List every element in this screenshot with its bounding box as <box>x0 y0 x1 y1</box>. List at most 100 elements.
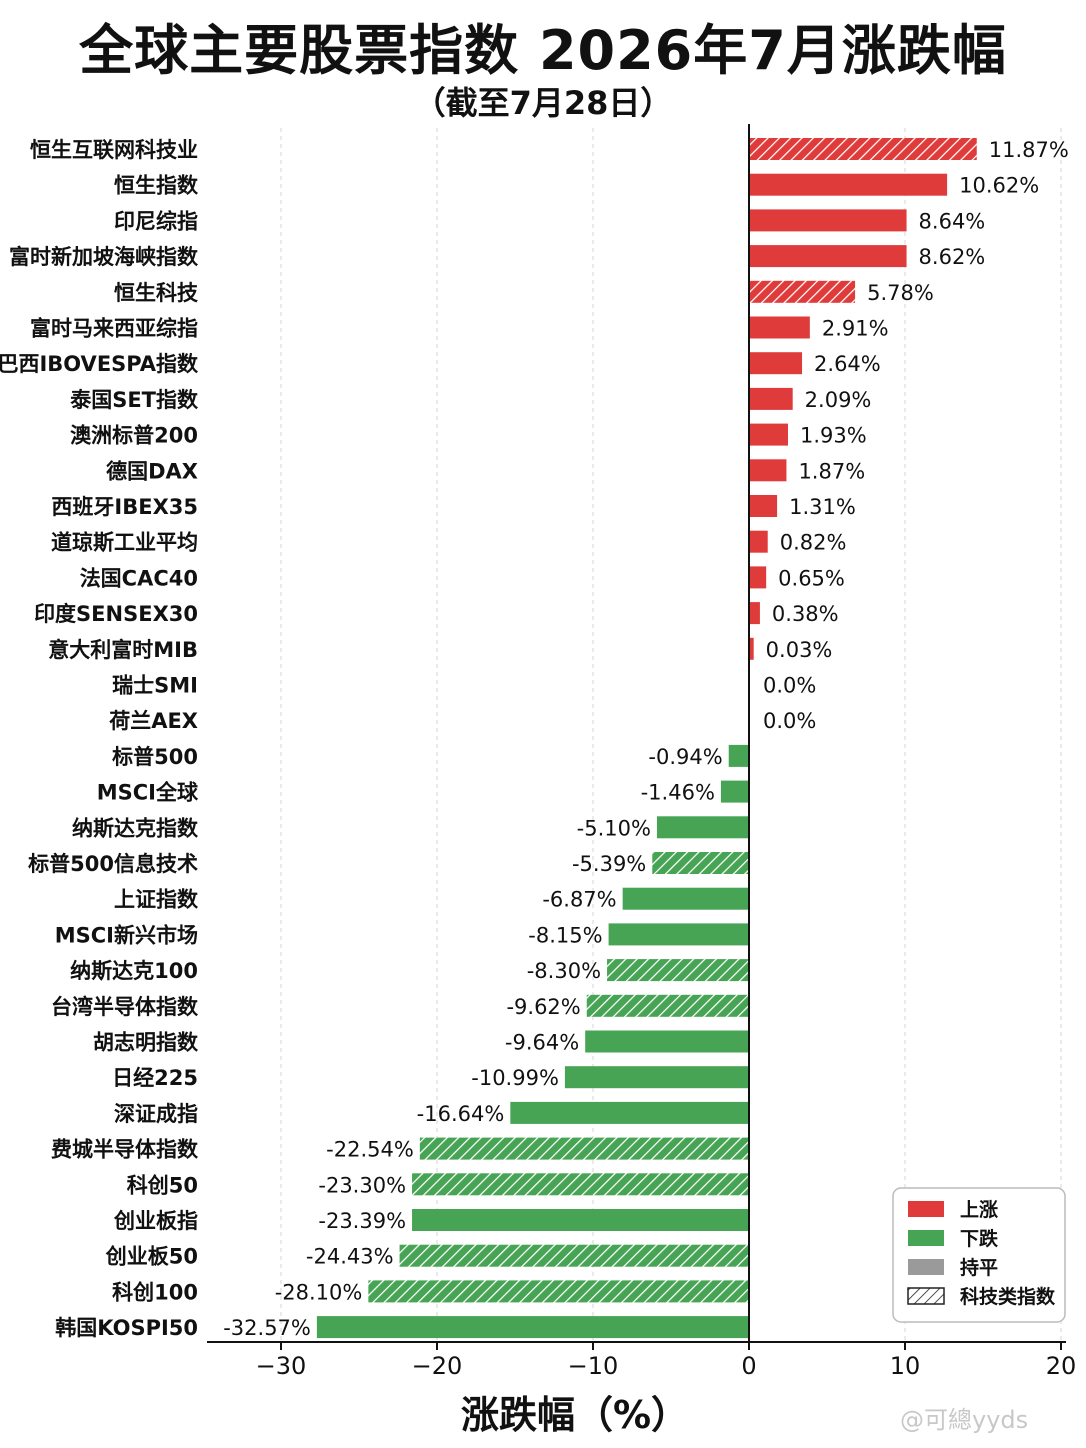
category-label: 澳洲标普200 <box>70 424 198 448</box>
value-label: -0.94% <box>648 745 722 769</box>
labels: 恒生互联网科技业 11.87% 恒生指数 10.62% 印尼综指 8.64% 富时新加坡海峡… <box>0 138 1069 1340</box>
category-label: 纳斯达克100 <box>70 959 198 983</box>
category-label: 德国DAX <box>106 459 198 483</box>
value-label: 0.0% <box>763 674 816 698</box>
category-label: 法国CAC40 <box>80 566 198 590</box>
value-label: 1.87% <box>798 459 865 483</box>
category-label: 科创50 <box>127 1173 198 1197</box>
value-label: 0.0% <box>763 709 816 733</box>
bar <box>510 1101 749 1124</box>
category-label: 费城半导体指数 <box>51 1138 199 1162</box>
bar <box>412 1209 749 1231</box>
bar <box>368 1280 749 1303</box>
x-tick-label: 0 <box>741 1352 756 1380</box>
bars <box>316 138 977 1339</box>
bar <box>652 852 749 874</box>
bar <box>749 138 977 160</box>
x-tick-label: −10 <box>568 1352 619 1380</box>
x-tick-label: 10 <box>890 1352 921 1380</box>
value-label: 1.93% <box>800 424 867 448</box>
value-label: -10.99% <box>471 1066 559 1090</box>
category-label: 印尼综指 <box>114 209 198 233</box>
category-label: 创业板指 <box>113 1209 198 1233</box>
bar <box>399 1244 749 1267</box>
value-label: 2.09% <box>805 388 872 412</box>
category-label: 上证指数 <box>114 888 199 912</box>
value-label: -9.62% <box>506 995 580 1019</box>
bar <box>749 173 948 196</box>
value-label: -8.30% <box>527 959 601 983</box>
x-axis-label: 涨跌幅（%） <box>461 1393 689 1437</box>
value-label: -9.64% <box>505 1031 579 1055</box>
category-label: 创业板50 <box>105 1245 198 1269</box>
category-label: 标普500信息技术 <box>28 852 198 876</box>
x-tick-label: −30 <box>256 1352 307 1380</box>
value-label: -23.39% <box>318 1209 406 1233</box>
category-label: 印度SENSEX30 <box>34 602 198 626</box>
category-label: 意大利富时MIB <box>48 638 198 662</box>
category-label: 道琼斯工业平均 <box>51 531 198 555</box>
legend-label-up: 上涨 <box>960 1199 998 1221</box>
value-label: 8.62% <box>919 245 986 269</box>
bar <box>749 387 793 410</box>
bar <box>564 1066 749 1089</box>
x-tick-label: −20 <box>412 1352 463 1380</box>
value-label: 0.65% <box>778 566 845 590</box>
value-label: 5.78% <box>867 281 934 305</box>
value-label: -6.87% <box>542 888 616 912</box>
bar <box>656 816 749 839</box>
chart-subtitle: （截至7月28日） <box>413 84 673 122</box>
category-label: 富时马来西亚综指 <box>30 317 198 341</box>
chart-title: 全球主要股票指数 2026年7月涨跌幅 <box>79 19 1007 82</box>
bar <box>749 352 803 375</box>
bar <box>749 280 856 303</box>
category-label: 泰国SET指数 <box>69 388 199 412</box>
value-label: 2.91% <box>822 317 889 341</box>
legend-label-flat: 持平 <box>960 1256 998 1279</box>
bar <box>749 566 767 589</box>
category-label: MSCI新兴市场 <box>55 923 198 947</box>
bar <box>419 1137 749 1160</box>
bar <box>749 530 768 553</box>
value-label: -1.46% <box>641 781 715 805</box>
category-label: 瑞士SMI <box>112 674 198 698</box>
legend-label-down: 下跌 <box>960 1227 999 1250</box>
bar <box>749 423 788 446</box>
value-label: 1.31% <box>789 495 856 519</box>
bar <box>749 637 754 660</box>
legend-swatch-up <box>908 1201 944 1217</box>
legend-label-tech: 科技类指数 <box>960 1285 1056 1308</box>
bar <box>608 923 749 946</box>
value-label: 8.64% <box>919 209 986 233</box>
category-label: 胡志明指数 <box>93 1031 199 1055</box>
bar <box>728 744 749 767</box>
value-label: 0.03% <box>766 638 833 662</box>
value-label: -23.30% <box>318 1173 406 1197</box>
bar <box>749 209 907 232</box>
category-label: 日经225 <box>112 1066 198 1090</box>
value-label: -32.57% <box>223 1316 311 1340</box>
legend-swatch-down <box>908 1230 944 1246</box>
bar <box>622 887 749 910</box>
value-label: -16.64% <box>417 1102 505 1126</box>
bar <box>586 994 749 1017</box>
value-label: -22.54% <box>326 1138 414 1162</box>
value-label: -5.39% <box>572 852 646 876</box>
value-label: -28.10% <box>275 1280 363 1304</box>
bar <box>749 495 778 517</box>
category-label: 深证成指 <box>114 1102 198 1126</box>
category-label: 恒生指数 <box>114 174 199 198</box>
category-label: 荷兰AEX <box>109 709 198 733</box>
category-label: 西班牙IBEX35 <box>51 495 198 519</box>
value-label: -24.43% <box>306 1245 394 1269</box>
bar <box>585 1030 749 1053</box>
bar <box>749 459 787 482</box>
category-label: 韩国KOSPI50 <box>55 1316 198 1340</box>
category-label: 富时新加坡海峡指数 <box>9 245 199 269</box>
value-label: 0.82% <box>780 531 847 555</box>
legend-swatch-tech <box>907 1287 945 1305</box>
x-tick-label: 20 <box>1046 1352 1077 1380</box>
bar <box>749 316 810 339</box>
